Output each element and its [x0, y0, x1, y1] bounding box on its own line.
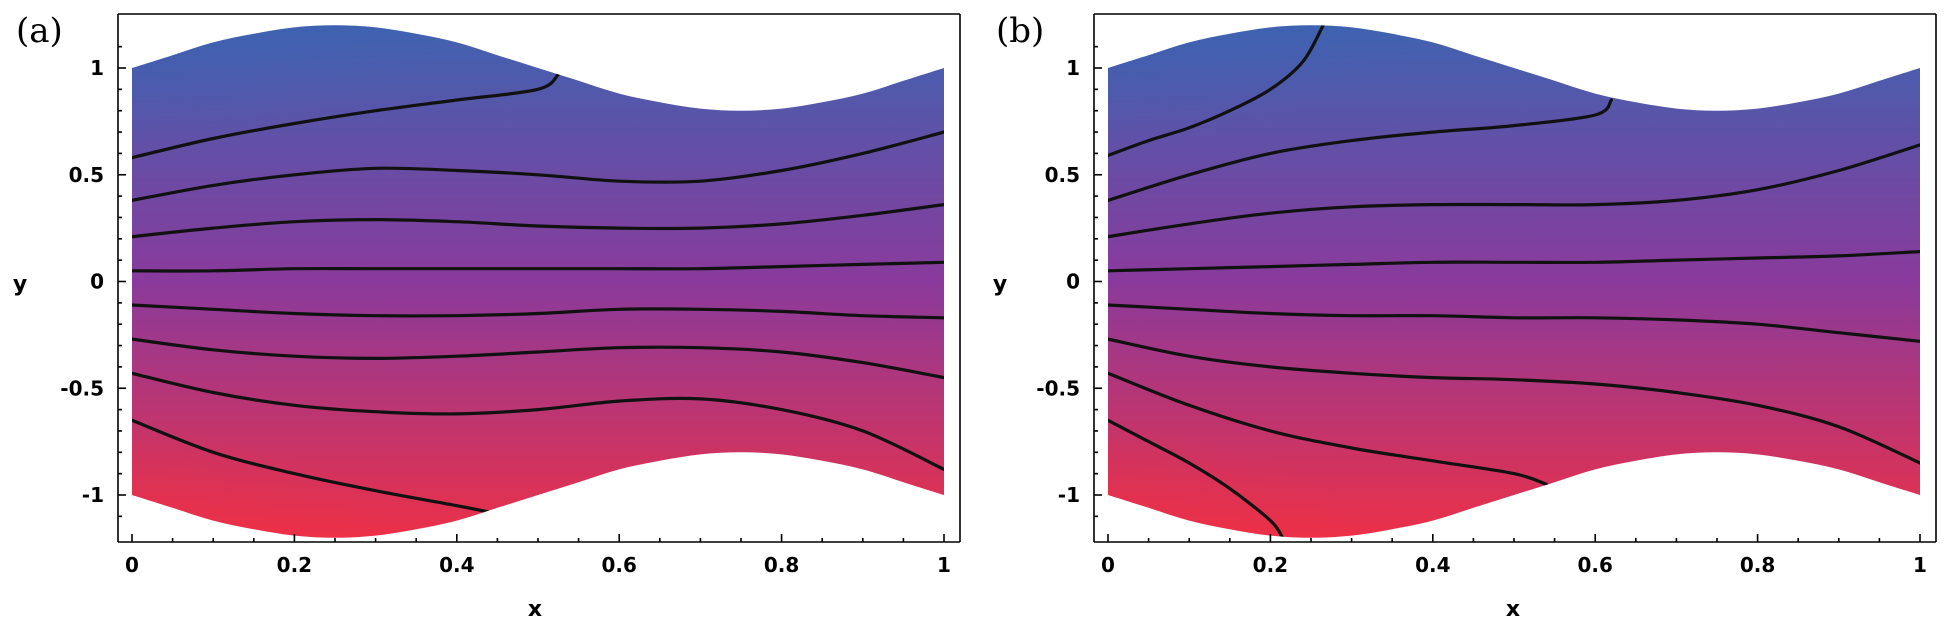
- y-tick-label-b-3: -0.5: [1036, 376, 1080, 400]
- contour-line-a-8: [132, 418, 491, 514]
- y-axis-title-b: y: [993, 272, 1007, 297]
- y-tick-label-a-3: -0.5: [60, 376, 104, 400]
- x-tick-label-b-0: 0: [1101, 553, 1115, 577]
- y-tick-label-a-4: -1: [82, 483, 104, 507]
- x-tick-label-a-3: 0.6: [601, 553, 636, 577]
- y-tick-label-b-1: 0.5: [1045, 163, 1080, 187]
- x-tick-label-a-1: 0.2: [277, 553, 312, 577]
- y-tick-label-b-4: -1: [1058, 483, 1080, 507]
- blue-glow-b: [1108, 25, 1515, 157]
- axes-b: 0 0.2 0.4 0.6 0.8 1 1 0.5 0 -0.5 -1: [1036, 13, 1937, 577]
- y-tick-label-a-1: 0.5: [69, 163, 104, 187]
- x-tick-label-b-1: 0.2: [1253, 553, 1288, 577]
- contour-line-b-7: [1108, 371, 1549, 486]
- panel-a: (a) 0 0.2 0.4 0.6 0.8 1 1 0.5 0 -0.5 -1 y x: [13, 11, 961, 622]
- contour-line-b-5: [1108, 303, 1920, 343]
- contour-line-a-1: [132, 72, 560, 160]
- y-tick-label-a-0: 1: [90, 56, 104, 80]
- x-ticks-b: 0 0.2 0.4 0.6 0.8 1: [1101, 534, 1927, 577]
- contours-a: [132, 72, 944, 514]
- blue-glow-a: [132, 25, 539, 157]
- axes-a: 0 0.2 0.4 0.6 0.8 1 1 0.5 0 -0.5 -1: [60, 13, 961, 577]
- x-tick-label-a-5: 1: [937, 553, 951, 577]
- x-tick-label-b-5: 1: [1913, 553, 1927, 577]
- x-tick-label-b-4: 0.8: [1740, 553, 1775, 577]
- panel-b: (b) 0 0.2 0.4 0.6 0.8 1 1 0.5 0 -0.5 -1 y x: [993, 11, 1937, 622]
- y-axis-title-a: y: [13, 272, 27, 297]
- contour-line-a-7: [132, 371, 944, 471]
- contour-line-a-4: [132, 260, 944, 273]
- contour-line-a-5: [132, 303, 944, 320]
- y-ticks-a: 1 0.5 0 -0.5 -1: [60, 45, 126, 518]
- x-ticks-a: 0 0.2 0.4 0.6 0.8 1: [125, 534, 951, 577]
- plot-area-b: [1108, 25, 1920, 538]
- plot-area-a: [132, 25, 944, 538]
- y-tick-label-b-2: 0: [1066, 270, 1080, 294]
- y-tick-label-a-2: 0: [90, 270, 104, 294]
- contour-line-b-2: [1108, 98, 1613, 202]
- x-tick-label-a-4: 0.8: [764, 553, 799, 577]
- x-tick-label-a-2: 0.4: [439, 553, 474, 577]
- y-ticks-b: 1 0.5 0 -0.5 -1: [1036, 45, 1102, 518]
- x-tick-label-b-2: 0.4: [1415, 553, 1450, 577]
- x-axis-title-a: x: [528, 597, 542, 622]
- contour-line-b-3: [1108, 143, 1920, 239]
- contour-line-b-1: [1108, 25, 1325, 158]
- x-tick-label-a-0: 0: [125, 553, 139, 577]
- panel-label-b: (b): [996, 11, 1044, 51]
- y-tick-label-b-0: 1: [1066, 56, 1080, 80]
- flow-region-b: [1108, 25, 1920, 538]
- x-tick-label-b-3: 0.6: [1577, 553, 1612, 577]
- contours-b: [1108, 25, 1920, 538]
- x-axis-title-b: x: [1506, 597, 1520, 622]
- contour-line-b-6: [1108, 337, 1920, 465]
- contour-line-a-2: [132, 130, 944, 202]
- panel-label-a: (a): [16, 11, 63, 51]
- contour-line-a-6: [132, 337, 944, 380]
- contour-line-a-3: [132, 203, 944, 239]
- contour-line-b-4: [1108, 250, 1920, 273]
- contour-line-b-8: [1108, 418, 1285, 538]
